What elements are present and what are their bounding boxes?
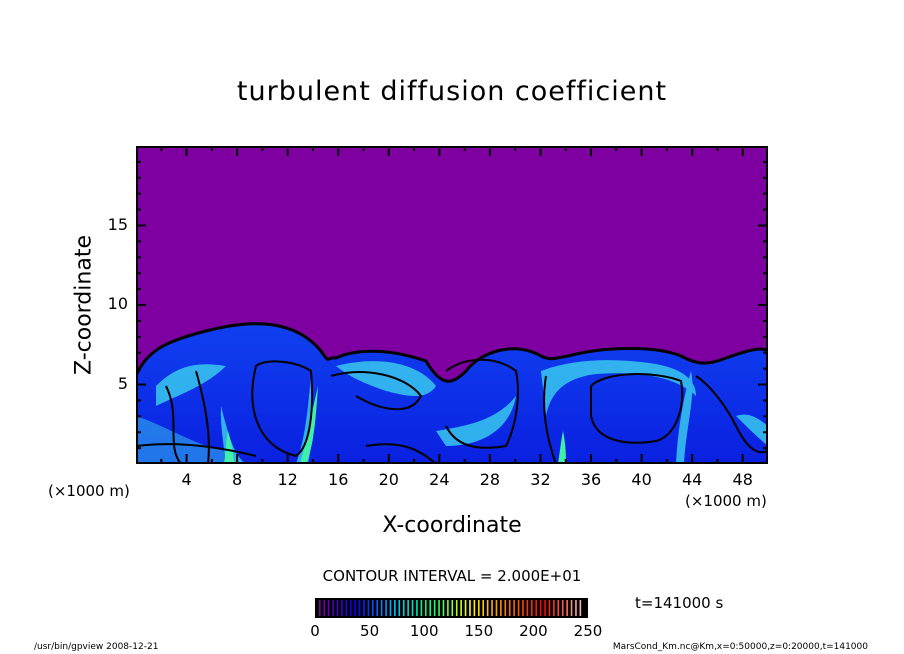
colorbar-stripe	[460, 600, 462, 616]
x-tick-label: 20	[378, 470, 399, 489]
colorbar-stripe	[420, 600, 423, 616]
y-axis-unit: (×1000 m)	[48, 482, 130, 500]
colorbar-stripe	[486, 600, 489, 616]
colorbar-stripe	[526, 600, 529, 616]
colorbar-stripe	[398, 600, 401, 616]
colorbar-stripe	[517, 600, 520, 616]
colorbar-stripe	[473, 600, 476, 616]
x-axis-unit: (×1000 m)	[685, 492, 767, 510]
axis-ticks	[136, 146, 768, 464]
colorbar-stripe	[407, 600, 409, 616]
colorbar-stripe	[442, 600, 445, 616]
colorbar-stripe	[513, 600, 515, 616]
colorbar-stripe	[464, 600, 467, 616]
colorbar-stripe	[548, 600, 551, 616]
time-label: t=141000 s	[635, 594, 724, 612]
colorbar-stripe	[469, 600, 471, 616]
colorbar-stripe	[447, 600, 449, 616]
contour-lines	[136, 358, 768, 464]
colorbar-tick-label: 50	[360, 622, 380, 640]
colorbar-stripe	[570, 600, 573, 616]
colorbar-stripe	[380, 600, 383, 616]
x-axis-label: X-coordinate	[382, 513, 522, 538]
x-tick-label: 4	[181, 470, 192, 489]
x-tick-label: 48	[732, 470, 753, 489]
colorbar-stripe	[367, 600, 370, 616]
colorbar-stripe	[544, 600, 546, 616]
colorbar-stripe	[455, 600, 458, 616]
colorbar-stripe	[376, 600, 379, 616]
colorbar-stripe	[478, 600, 480, 616]
colorbar-stripe	[491, 600, 493, 616]
colorbar-stripe	[539, 600, 542, 616]
footer-left: /usr/bin/gpview 2008-12-21	[34, 642, 159, 652]
y-tick-label: 5	[117, 373, 128, 393]
x-tick-label: 12	[277, 470, 298, 489]
colorbar-tick-label: 250	[573, 622, 603, 640]
x-tick-label: 16	[328, 470, 349, 489]
colorbar-stripe	[575, 600, 577, 616]
x-tick-label: 28	[479, 470, 501, 489]
footer-right: MarsCond_Km.nc@Km,x=0:50000,z=0:20000,t=…	[612, 642, 868, 652]
colorbar-stripe	[394, 600, 396, 616]
plot-area	[136, 146, 768, 464]
y-tick-label: 10	[107, 294, 128, 313]
colorbar-stripe	[327, 600, 330, 616]
colorbar-tick-label: 150	[464, 622, 494, 640]
colorbar-stripe	[508, 600, 511, 616]
colorbar-stripe	[504, 600, 507, 616]
colorbar-stripe	[482, 600, 485, 616]
green-regions	[224, 386, 566, 464]
x-tick-label: 8	[232, 470, 243, 489]
colorbar-tick-label: 0	[310, 622, 320, 640]
colorbar-stripe	[358, 600, 361, 616]
colorbar-stripe	[416, 600, 418, 616]
turbulent-layer	[136, 322, 768, 464]
contour-interval-label: CONTOUR INTERVAL = 2.000E+01	[322, 567, 582, 585]
colorbar-stripe	[429, 600, 432, 616]
colorbar-stripe	[363, 600, 365, 616]
x-tick-label: 40	[631, 470, 652, 489]
colorbar-stripe	[402, 600, 405, 616]
colorbar-stripe	[438, 600, 440, 616]
colorbar-stripe	[341, 600, 343, 616]
colorbar-stripe	[372, 600, 374, 616]
colorbar-stripe	[323, 600, 326, 616]
colorbar	[315, 598, 588, 618]
colorbar-stripe	[389, 600, 392, 616]
colorbar-tick-label: 200	[519, 622, 548, 640]
colorbar-stripe	[500, 600, 502, 616]
x-tick-label: 32	[530, 470, 551, 489]
colorbar-stripe	[345, 600, 348, 616]
colorbar-stripe	[411, 600, 414, 616]
colorbar-stripe	[385, 600, 387, 616]
x-tick-label: 44	[681, 470, 703, 489]
colorbar-stripe	[495, 600, 498, 616]
colorbar-stripe	[349, 600, 352, 616]
y-axis-label: Z-coordinate	[71, 235, 97, 375]
colorbar-stripe	[332, 600, 334, 616]
y-tick-label: 15	[107, 214, 128, 234]
chart-title: turbulent diffusion coefficient	[236, 76, 668, 107]
colorbar-stripe	[566, 600, 568, 616]
colorbar-stripe	[336, 600, 339, 616]
colorbar-stripe	[319, 600, 321, 616]
colorbar-stripe	[535, 600, 538, 616]
x-tick-label: 24	[429, 470, 450, 489]
colorbar-stripe	[354, 600, 356, 616]
colorbar-stripe	[553, 600, 555, 616]
colorbar-stripe	[451, 600, 454, 616]
colorbar-tick-label: 100	[409, 622, 439, 640]
colorbar-stripe	[579, 600, 582, 616]
colorbar-stripe	[433, 600, 436, 616]
x-tick-label: 36	[580, 470, 602, 489]
colorbar-stripe	[522, 600, 524, 616]
colorbar-stripe	[561, 600, 564, 616]
colorbar-stripe	[425, 600, 427, 616]
colorbar-stripe	[557, 600, 560, 616]
colorbar-stripe	[531, 600, 533, 616]
